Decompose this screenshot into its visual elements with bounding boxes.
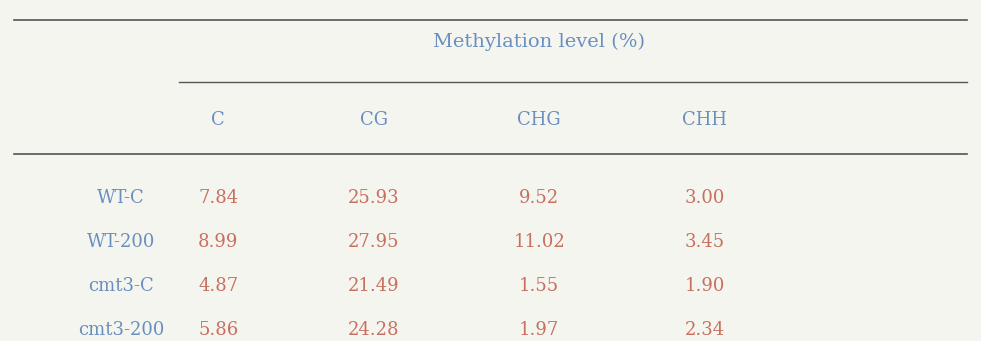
Text: cmt3-C: cmt3-C: [88, 277, 154, 295]
Text: CHG: CHG: [517, 111, 561, 129]
Text: 8.99: 8.99: [198, 233, 238, 251]
Text: 4.87: 4.87: [198, 277, 238, 295]
Text: 11.02: 11.02: [513, 233, 565, 251]
Text: 3.00: 3.00: [685, 189, 725, 207]
Text: 25.93: 25.93: [348, 189, 399, 207]
Text: 3.45: 3.45: [685, 233, 725, 251]
Text: 27.95: 27.95: [348, 233, 399, 251]
Text: 9.52: 9.52: [519, 189, 559, 207]
Text: CG: CG: [360, 111, 387, 129]
Text: cmt3-200: cmt3-200: [77, 321, 164, 339]
Text: 21.49: 21.49: [348, 277, 399, 295]
Text: 7.84: 7.84: [198, 189, 238, 207]
Text: 5.86: 5.86: [198, 321, 238, 339]
Text: WT-C: WT-C: [97, 189, 145, 207]
Text: 1.90: 1.90: [685, 277, 725, 295]
Text: Methylation level (%): Methylation level (%): [434, 33, 645, 51]
Text: 2.34: 2.34: [685, 321, 725, 339]
Text: 24.28: 24.28: [348, 321, 399, 339]
Text: CHH: CHH: [682, 111, 727, 129]
Text: 1.97: 1.97: [519, 321, 559, 339]
Text: WT-200: WT-200: [86, 233, 155, 251]
Text: C: C: [211, 111, 225, 129]
Text: 1.55: 1.55: [519, 277, 559, 295]
